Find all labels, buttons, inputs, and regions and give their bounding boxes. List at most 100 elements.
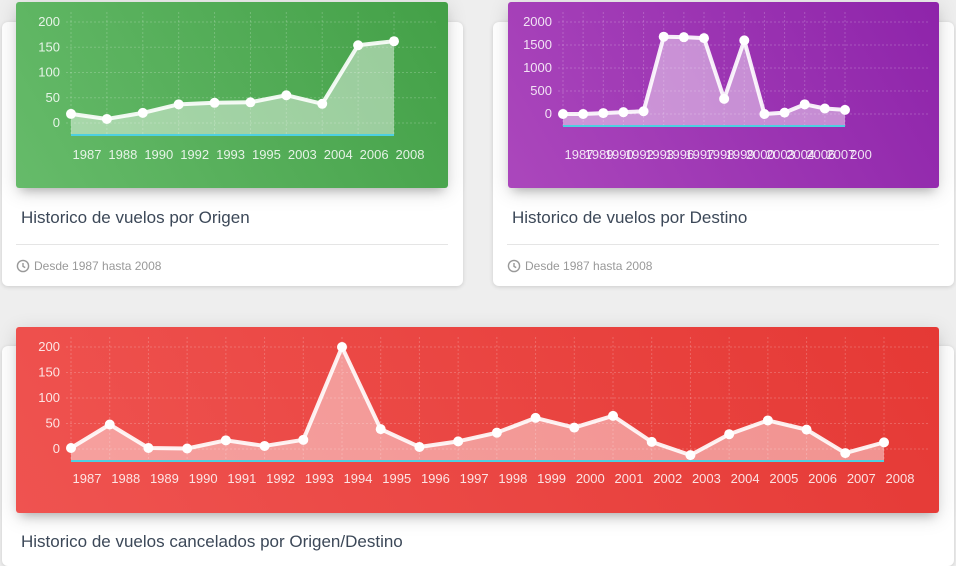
x-tick-label: 1992 xyxy=(266,471,295,486)
x-tick-label: 1991 xyxy=(227,471,256,486)
card-footer-destino: Desde 1987 hasta 2008 xyxy=(507,244,939,273)
data-point xyxy=(779,107,790,118)
y-tick-label: 100 xyxy=(38,390,60,405)
y-tick-label: 0 xyxy=(53,441,60,456)
x-tick-label: 1993 xyxy=(645,147,674,162)
x-tick-label: 1988 xyxy=(111,471,140,486)
x-tick-label: 2004 xyxy=(324,147,353,162)
clock-icon xyxy=(16,259,30,273)
y-tick-label: 200 xyxy=(38,339,60,354)
chart-header-destino: 2000 1500 1000 500 0 1987 1989 1990 1992 1993 1996… xyxy=(508,2,939,188)
x-tick-label: 2000 xyxy=(576,471,605,486)
data-point xyxy=(66,108,76,119)
x-tick-label: 2006 xyxy=(360,147,389,162)
x-tick-label: 1989 xyxy=(585,147,614,162)
data-point xyxy=(569,422,580,433)
x-tick-label: 1996 xyxy=(665,147,694,162)
x-tick-label: 2004 xyxy=(731,471,760,486)
card-title-destino: Historico de vuelos por Destino xyxy=(512,208,748,227)
data-point xyxy=(799,99,810,110)
data-point xyxy=(66,442,76,453)
y-tick-label: 0 xyxy=(545,106,552,121)
x-tick-label: 1999 xyxy=(537,471,566,486)
x-tick-label: 1993 xyxy=(216,147,245,162)
x-tick-label: 1990 xyxy=(144,147,173,162)
data-point xyxy=(143,442,154,453)
x-tick-label: 1987 xyxy=(73,471,102,486)
x-tick-label: 1990 xyxy=(189,471,218,486)
data-point xyxy=(840,104,850,115)
y-tick-label: 150 xyxy=(38,365,60,380)
chart-destino: 2000 1500 1000 500 0 198719891990199219931996… xyxy=(523,12,929,162)
x-tick-label: 2006 xyxy=(806,147,835,162)
x-tick-label: 2001 xyxy=(615,471,644,486)
x-tick-label: 2004 xyxy=(786,147,815,162)
x-tick-label: 2003 xyxy=(288,147,317,162)
x-tick-label: 1995 xyxy=(382,471,411,486)
x-tick-label: 1999 xyxy=(726,147,755,162)
data-point xyxy=(558,109,568,119)
data-point xyxy=(173,99,184,110)
data-point xyxy=(724,429,735,440)
data-point xyxy=(337,342,347,352)
x-tick-label: 1996 xyxy=(421,471,450,486)
data-point xyxy=(762,415,773,426)
card-footer-origen: Desde 1987 hasta 2008 xyxy=(16,244,448,273)
x-tick-label: 2002 xyxy=(653,471,682,486)
x-tick-label: 2006 xyxy=(808,471,837,486)
x-tick-label: 1987 xyxy=(565,147,594,162)
x-tick-label: 1997 xyxy=(685,147,714,162)
chart-cancelados: 200 150 100 50 0 1987 1988 1989 1990 1991 1992 1993… xyxy=(38,337,929,486)
data-point xyxy=(678,32,689,43)
data-point xyxy=(375,424,386,435)
series-line xyxy=(69,345,885,458)
card-title-cancelados: Historico de vuelos cancelados por Orige… xyxy=(21,532,403,551)
chart-origen: 200 150 100 50 0 1987 1988 1990 1992 1993 1995 2003… xyxy=(38,12,438,162)
data-point xyxy=(353,40,364,51)
x-tick-label: 1989 xyxy=(150,471,179,486)
data-point xyxy=(739,35,750,46)
data-point xyxy=(182,443,193,454)
x-tick-label: 2003 xyxy=(692,471,721,486)
data-point xyxy=(453,436,464,447)
x-tick-label: 2008 xyxy=(396,147,425,162)
x-tick-label: 1987 xyxy=(73,147,102,162)
x-tick-label: 2003 xyxy=(766,147,795,162)
data-point xyxy=(137,107,148,118)
x-tick-label: 1992 xyxy=(180,147,209,162)
y-tick-label: 50 xyxy=(46,416,60,431)
x-tick-label: 2007 xyxy=(826,147,855,162)
data-point xyxy=(608,410,618,421)
x-tick-label: 2007 xyxy=(847,471,876,486)
data-point xyxy=(801,424,812,435)
footer-text-origen: Desde 1987 hasta 2008 xyxy=(34,259,162,273)
data-point xyxy=(879,437,889,448)
x-tick-label: 2008 xyxy=(886,471,915,486)
y-tick-label: 0 xyxy=(53,115,60,130)
x-tick-label: 1998 xyxy=(706,147,735,162)
data-point xyxy=(209,97,220,108)
data-point xyxy=(699,33,709,44)
x-tick-label: 1998 xyxy=(498,471,527,486)
x-tick-label: 1990 xyxy=(605,147,634,162)
data-point xyxy=(259,440,270,451)
series-area xyxy=(71,41,394,135)
y-tick-label: 1000 xyxy=(523,60,552,75)
data-point xyxy=(598,108,609,119)
data-point xyxy=(759,109,770,119)
data-point xyxy=(317,98,328,109)
data-point xyxy=(101,113,112,124)
data-point xyxy=(719,93,730,104)
y-tick-label: 500 xyxy=(530,83,552,98)
y-tick-label: 100 xyxy=(38,65,60,80)
data-point xyxy=(618,107,629,118)
x-tick-label: 1997 xyxy=(460,471,489,486)
x-tick-label: 2000 xyxy=(746,147,775,162)
data-point xyxy=(389,36,399,47)
data-point xyxy=(578,109,589,119)
data-point xyxy=(245,97,256,108)
y-tick-label: 200 xyxy=(38,14,60,29)
data-point xyxy=(281,90,292,101)
chart-header-origen: 200 150 100 50 0 1987 1988 1990 1992 1993 1995 2003… xyxy=(16,2,448,188)
data-point xyxy=(638,106,649,117)
